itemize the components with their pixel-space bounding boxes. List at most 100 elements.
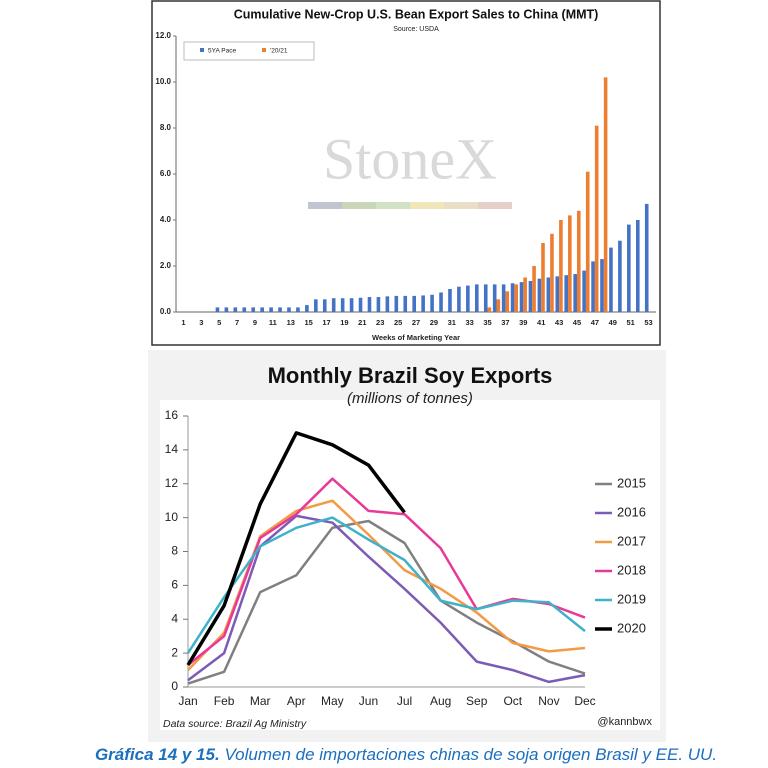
y-tick-label: 4 xyxy=(171,611,178,625)
bar xyxy=(528,280,533,312)
caption-label: Gráfica 14 y 15. xyxy=(95,745,220,764)
x-tick-label: 47 xyxy=(591,318,599,327)
legend-label: '20/21 xyxy=(270,48,288,55)
bar xyxy=(618,240,622,312)
x-tick-label: Sep xyxy=(466,694,488,708)
bar xyxy=(358,297,363,312)
bar xyxy=(305,305,309,312)
bar xyxy=(242,307,247,312)
watermark: StoneX xyxy=(323,126,497,191)
bar xyxy=(537,278,542,312)
bar xyxy=(635,220,640,312)
x-tick-label: 31 xyxy=(448,318,456,327)
series-line xyxy=(186,431,406,666)
legend-label: 2016 xyxy=(617,504,646,519)
y-tick-label: 4.0 xyxy=(160,215,172,224)
bar xyxy=(412,295,416,312)
y-tick-label: 12 xyxy=(165,476,179,490)
source-note: Data source: Brazil Ag Ministry xyxy=(163,718,307,730)
y-tick-label: 14 xyxy=(165,442,179,456)
x-tick-label: 37 xyxy=(501,318,509,327)
chart-title: Cumulative New-Crop U.S. Bean Export Sal… xyxy=(234,7,599,21)
x-tick-label: May xyxy=(321,694,344,708)
bar xyxy=(466,285,470,312)
x-axis-label: Weeks of Marketing Year xyxy=(372,333,460,342)
caption: Gráfica 14 y 15. Volumen de importacione… xyxy=(95,745,717,764)
x-tick-label: 5 xyxy=(217,318,221,327)
x-tick-label: 23 xyxy=(376,318,384,327)
bar xyxy=(576,210,581,312)
bar xyxy=(287,307,291,312)
bar xyxy=(585,171,590,312)
bar xyxy=(269,307,273,312)
bar xyxy=(385,296,390,312)
x-tick-label: 27 xyxy=(412,318,420,327)
x-tick-label: 11 xyxy=(269,318,277,327)
y-tick-label: 2 xyxy=(171,645,178,659)
x-tick-label: Oct xyxy=(503,694,522,708)
chart-subtitle: Source: USDA xyxy=(393,26,439,33)
x-tick-label: 25 xyxy=(394,318,402,327)
y-tick-label: 0.0 xyxy=(160,307,172,316)
bar xyxy=(573,274,577,312)
bar xyxy=(496,299,501,312)
bar xyxy=(532,266,536,312)
x-tick-label: Jun xyxy=(359,694,378,708)
y-tick-label: 2.0 xyxy=(160,261,172,270)
legend-swatch xyxy=(200,48,204,52)
x-tick-label: Nov xyxy=(538,694,559,708)
credit: @kannbwx xyxy=(597,716,652,728)
bar xyxy=(550,233,554,312)
watermark-bar xyxy=(410,202,444,209)
bar xyxy=(367,297,372,312)
watermark-bar xyxy=(478,202,512,209)
bar xyxy=(340,298,345,312)
y-tick-label: 12.0 xyxy=(155,31,171,40)
bar xyxy=(215,307,220,312)
bar xyxy=(555,276,560,312)
x-tick-label: 29 xyxy=(430,318,438,327)
legend-label: 2017 xyxy=(617,533,646,548)
bar xyxy=(501,284,506,312)
y-tick-label: 16 xyxy=(165,408,179,422)
bar xyxy=(233,307,238,312)
x-tick-label: 15 xyxy=(305,318,313,327)
x-tick-label: Aug xyxy=(430,694,451,708)
series-line xyxy=(186,516,586,654)
watermark-bar xyxy=(342,202,376,209)
bar xyxy=(541,243,545,312)
bar xyxy=(403,295,408,312)
series-line xyxy=(187,514,586,684)
bar xyxy=(376,297,381,312)
x-tick-label: Apr xyxy=(287,694,306,708)
bar xyxy=(394,295,399,312)
bar xyxy=(349,298,354,312)
bar xyxy=(483,284,488,312)
bar xyxy=(448,289,452,312)
bar xyxy=(603,77,608,313)
bar xyxy=(514,284,518,312)
legend-label: 2019 xyxy=(617,591,646,606)
legend-label: 2018 xyxy=(617,562,646,577)
legend-label: 5YA Pace xyxy=(208,48,236,55)
watermark-bar xyxy=(308,202,342,209)
bar xyxy=(609,247,613,312)
legend-label: 2015 xyxy=(617,475,646,490)
legend-box xyxy=(183,41,315,61)
bar xyxy=(546,277,551,312)
x-tick-label: 19 xyxy=(340,318,348,327)
x-tick-label: 45 xyxy=(573,318,581,327)
x-tick-label: 7 xyxy=(235,318,239,327)
x-tick-label: Feb xyxy=(214,694,235,708)
bar xyxy=(559,220,563,312)
x-tick-label: 49 xyxy=(609,318,617,327)
legend-swatch xyxy=(262,48,266,52)
y-tick-label: 8 xyxy=(171,544,178,558)
watermark-bar xyxy=(444,202,478,209)
chart-subtitle: (millions of tonnes) xyxy=(347,390,473,407)
bar xyxy=(519,282,524,312)
y-tick-label: 8.0 xyxy=(160,123,172,132)
x-tick-label: 51 xyxy=(626,318,634,327)
